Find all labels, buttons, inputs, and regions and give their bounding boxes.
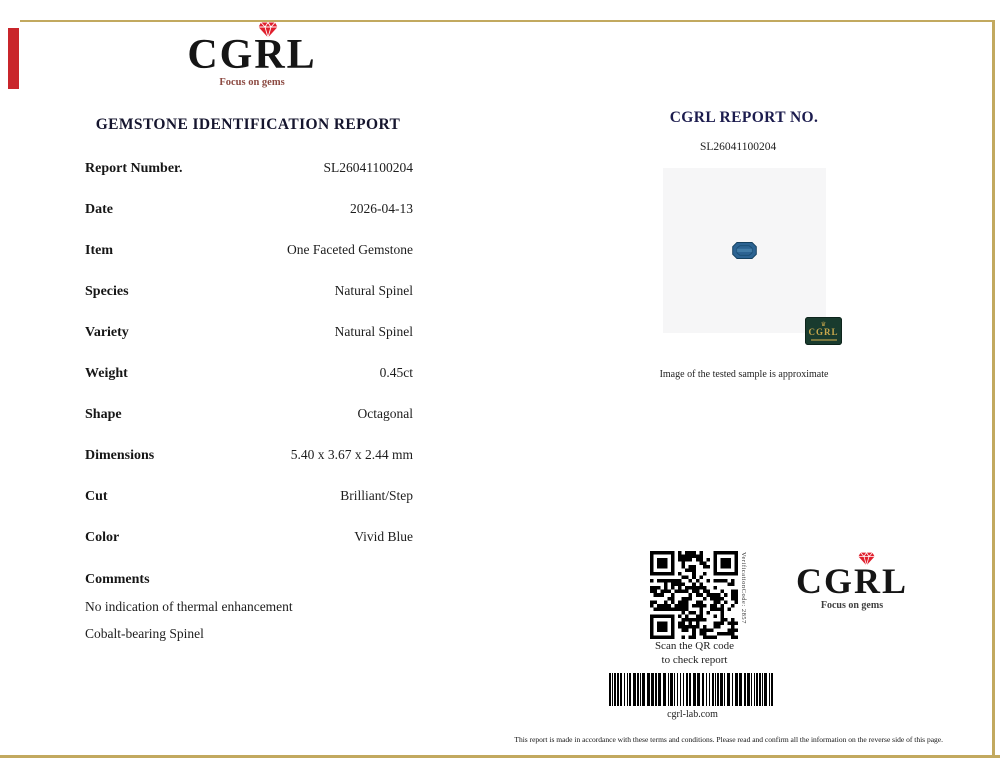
- row-value: 0.45ct: [379, 365, 413, 380]
- logo-wordmark: CGRL: [187, 32, 317, 78]
- watermark-subline: [810, 338, 837, 341]
- row-value: Brilliant/Step: [340, 488, 413, 503]
- cgrl-logo-top: CGRL Focus on gems: [182, 22, 322, 88]
- table-row: Report Number. SL26041100204: [85, 160, 413, 201]
- table-row: Dimensions 5.40 x 3.67 x 2.44 mm: [85, 447, 413, 488]
- top-border-line: [20, 20, 995, 22]
- row-value: 5.40 x 3.67 x 2.44 mm: [290, 447, 413, 462]
- page-title: GEMSTONE IDENTIFICATION REPORT: [95, 116, 401, 133]
- crown-icon: ♛: [820, 321, 827, 328]
- right-border-line: [992, 20, 995, 757]
- qr-caption-line2: to check report: [661, 653, 728, 666]
- logo-tagline: Focus on gems: [820, 600, 884, 611]
- table-row: Color Vivid Blue: [85, 529, 413, 570]
- report-table: Report Number. SL26041100204 Date 2026-04-1…: [85, 160, 413, 570]
- cgrl-logo-bottom: CGRL Focus on gems: [792, 552, 912, 611]
- row-label: Species: [85, 284, 129, 299]
- cgrl-photo-label: ♛ CGRL: [805, 317, 842, 345]
- barcode-label: cgrl-lab.com: [667, 709, 718, 720]
- gemstone-image: [732, 242, 757, 259]
- report-no-heading: CGRL REPORT NO.: [669, 109, 819, 126]
- row-label: Variety: [85, 325, 129, 340]
- qr-caption-line1: Scan the QR code: [654, 640, 735, 652]
- row-label: Item: [85, 243, 113, 258]
- table-row: Species Natural Spinel: [85, 283, 413, 324]
- footer-disclaimer: This report is made in accordance with t…: [514, 735, 943, 744]
- table-row: Weight 0.45ct: [85, 365, 413, 406]
- qr-caption: Scan the QR code to check report: [622, 640, 767, 667]
- table-row: Item One Faceted Gemstone: [85, 242, 413, 283]
- diamond-icon: [858, 552, 875, 566]
- row-label: Shape: [85, 407, 122, 422]
- table-row: Variety Natural Spinel: [85, 324, 413, 365]
- table-row: Cut Brilliant/Step: [85, 488, 413, 529]
- logo-mark: CGRL: [795, 552, 908, 601]
- gem-photo: [663, 168, 826, 333]
- row-value: Natural Spinel: [334, 324, 413, 339]
- qr-verification-code: VerificationCode: 2857: [740, 552, 747, 624]
- table-row: Date 2026-04-13: [85, 201, 413, 242]
- row-value: Vivid Blue: [354, 529, 413, 544]
- report-no-value: SL26041100204: [700, 141, 777, 153]
- diamond-icon: [258, 22, 278, 38]
- row-label: Weight: [85, 366, 128, 381]
- comment-line: Cobalt-bearing Spinel: [85, 626, 204, 641]
- row-label: Color: [85, 530, 120, 545]
- logo-mark: CGRL: [187, 22, 317, 78]
- row-value: One Faceted Gemstone: [287, 242, 413, 257]
- comments-label: Comments: [85, 572, 150, 587]
- qr-code: [650, 551, 738, 639]
- row-value: Natural Spinel: [334, 283, 413, 298]
- logo-tagline: Focus on gems: [219, 77, 285, 88]
- row-value: SL26041100204: [323, 160, 413, 175]
- row-label: Dimensions: [85, 448, 155, 463]
- watermark-text: CGRL: [808, 326, 839, 337]
- row-value: 2026-04-13: [350, 201, 413, 216]
- row-value: Octagonal: [357, 406, 413, 421]
- bottom-border-line: [0, 755, 1000, 758]
- logo-wordmark: CGRL: [795, 561, 908, 601]
- barcode: [609, 673, 773, 706]
- table-row: Shape Octagonal: [85, 406, 413, 447]
- row-label: Date: [85, 202, 113, 217]
- row-label: Report Number.: [85, 161, 183, 176]
- red-accent-bar: [8, 28, 19, 89]
- comment-line: No indication of thermal enhancement: [85, 599, 293, 614]
- row-label: Cut: [85, 489, 108, 504]
- photo-caption: Image of the tested sample is approximat…: [659, 369, 829, 380]
